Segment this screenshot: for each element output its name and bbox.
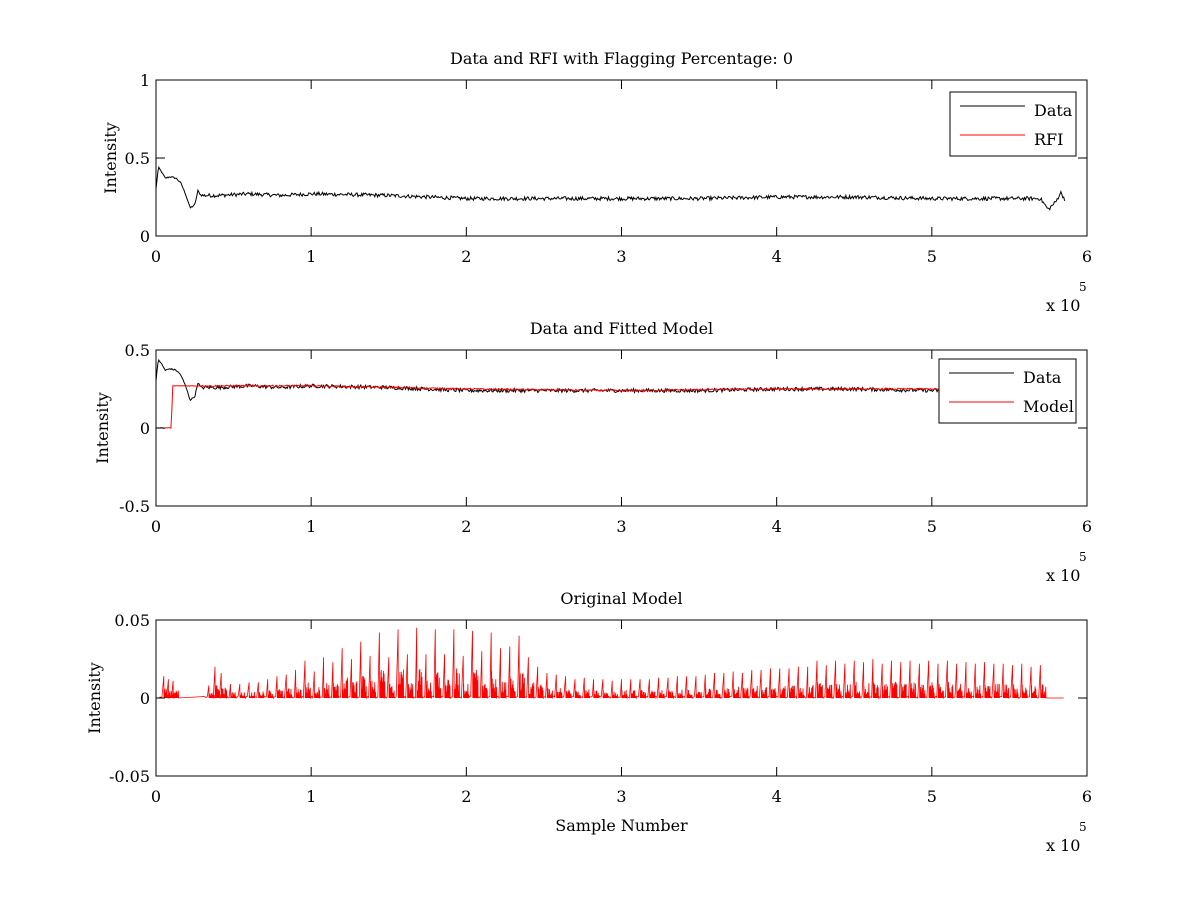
- y-tick-label: 0: [140, 689, 150, 708]
- x-tick-label: 3: [616, 247, 626, 266]
- x-tick-label: 3: [616, 787, 626, 806]
- x-tick-label: 5: [927, 787, 937, 806]
- x-exponent-label: x 10: [1046, 566, 1080, 585]
- legend-box: [938, 358, 1077, 424]
- chart-panel-1: 0 1 2 3 4 5 6 0 0.5 1 Data and RFI with Flagging P…: [101, 49, 1092, 315]
- chart-title: Original Model: [560, 589, 682, 608]
- chart-2-series-2-line: [156, 384, 1065, 429]
- x-tick-label: 2: [461, 247, 471, 266]
- legend-box: [949, 91, 1077, 157]
- x-exponent-label: x 10: [1046, 296, 1080, 315]
- series-group: [156, 165, 1066, 211]
- x-tick-label: 1: [306, 787, 316, 806]
- x-tick-label: 2: [461, 787, 471, 806]
- legend: Data RFI: [949, 91, 1077, 157]
- x-tick-label: 3: [616, 517, 626, 536]
- x-tick-label: 0: [151, 517, 161, 536]
- legend: Data Model: [938, 358, 1077, 424]
- legend-label-2: Model: [1023, 397, 1074, 416]
- y-tick-label: 0.5: [125, 149, 150, 168]
- x-tick-label: 1: [306, 517, 316, 536]
- legend-label-1: Data: [1034, 101, 1073, 120]
- chart-3-series-1-line: [158, 627, 1064, 700]
- x-tick-label: 5: [927, 247, 937, 266]
- x-exponent-label: x 10: [1046, 836, 1080, 855]
- x-exponent-power: 5: [1079, 550, 1087, 564]
- chart-1-series-1-line: [156, 165, 1066, 211]
- y-tick-label: 1: [140, 71, 150, 90]
- x-tick-label: 6: [1082, 517, 1092, 536]
- x-tick-label: 1: [306, 247, 316, 266]
- y-tick-label: -0.5: [119, 497, 150, 516]
- series-group: [158, 627, 1064, 700]
- x-tick-label: 4: [772, 517, 782, 536]
- x-tick-label: 0: [151, 247, 161, 266]
- plot-area: [156, 80, 1087, 236]
- legend-label-1: Data: [1023, 368, 1062, 387]
- y-axis-label: Intensity: [85, 662, 104, 734]
- x-tick-label: 5: [927, 517, 937, 536]
- x-exponent-power: 5: [1079, 820, 1087, 834]
- chart-title: Data and RFI with Flagging Percentage: 0: [450, 49, 793, 68]
- y-tick-label: 0: [140, 227, 150, 246]
- series-group: [156, 358, 1065, 429]
- y-axis-label: Intensity: [93, 392, 112, 464]
- y-tick-label: 0.5: [125, 341, 150, 360]
- y-axis-label: Intensity: [101, 122, 120, 194]
- x-tick-label: 4: [772, 787, 782, 806]
- legend-label-2: RFI: [1034, 130, 1063, 149]
- x-axis-label: Sample Number: [555, 816, 688, 835]
- x-tick-label: 0: [151, 787, 161, 806]
- x-tick-label: 4: [772, 247, 782, 266]
- x-tick-label: 6: [1082, 247, 1092, 266]
- y-tick-label: 0.05: [114, 611, 150, 630]
- plot-area: [156, 350, 1087, 506]
- x-exponent-power: 5: [1079, 280, 1087, 294]
- y-tick-label: -0.05: [109, 767, 150, 786]
- x-tick-label: 2: [461, 517, 471, 536]
- y-tick-label: 0: [140, 419, 150, 438]
- chart-title: Data and Fitted Model: [530, 319, 713, 338]
- x-tick-label: 6: [1082, 787, 1092, 806]
